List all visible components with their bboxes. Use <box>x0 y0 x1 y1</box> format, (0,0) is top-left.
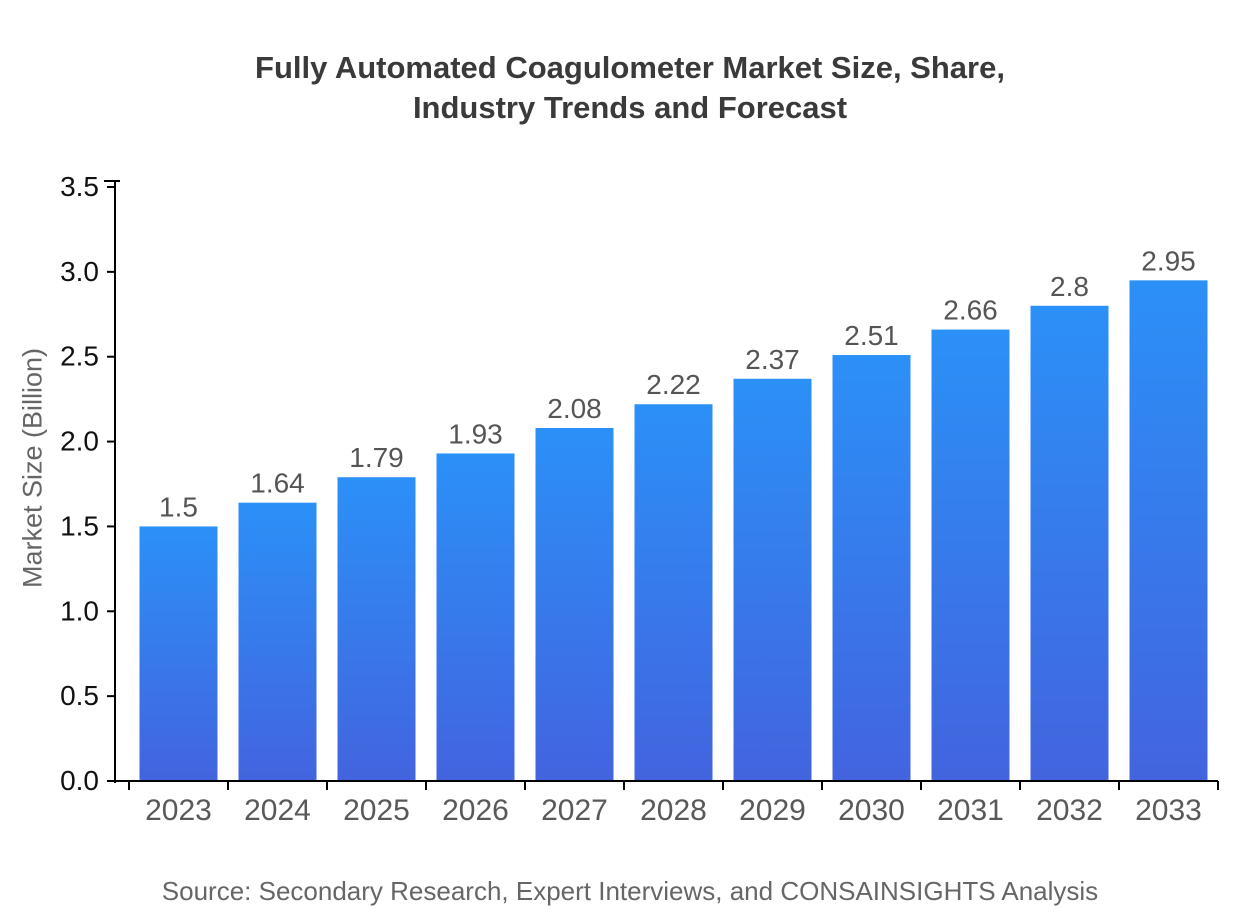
y-tick-label-3.5: 3.5 <box>60 171 99 202</box>
bar-2031 <box>931 329 1010 781</box>
source-note: Source: Secondary Research, Expert Inter… <box>161 876 1099 906</box>
x-tick-label-2029: 2029 <box>739 794 806 827</box>
bar-value-label-2025: 1.79 <box>349 442 404 473</box>
bar-value-label-2032: 2.8 <box>1050 271 1089 302</box>
bar-value-label-2027: 2.08 <box>547 393 602 424</box>
bar-2025 <box>337 477 416 781</box>
x-tick-label-2025: 2025 <box>343 794 410 827</box>
x-tick-label-2032: 2032 <box>1036 794 1103 827</box>
bar-2033 <box>1129 280 1208 781</box>
x-tick-label-2028: 2028 <box>640 794 707 827</box>
y-tick-label-2.0: 2.0 <box>60 426 99 457</box>
bar-value-label-2030: 2.51 <box>844 320 899 351</box>
bar-2026 <box>436 453 515 781</box>
bar-2032 <box>1030 305 1109 781</box>
bar-value-label-2031: 2.66 <box>943 295 998 326</box>
x-tick-label-2023: 2023 <box>145 794 212 827</box>
y-tick-label-1.5: 1.5 <box>60 510 99 541</box>
x-tick-label-2027: 2027 <box>541 794 608 827</box>
chart-title-line-2: Industry Trends and Forecast <box>412 90 848 125</box>
x-tick-label-2031: 2031 <box>937 794 1004 827</box>
y-tick-label-1.0: 1.0 <box>60 595 99 626</box>
y-tick-label-0.0: 0.0 <box>60 765 99 796</box>
bar-2023 <box>139 526 218 781</box>
bar-2027 <box>535 427 614 781</box>
bar-value-label-2028: 2.22 <box>646 369 701 400</box>
x-tick-label-2033: 2033 <box>1135 794 1202 827</box>
bar-value-label-2026: 1.93 <box>448 418 503 449</box>
bar-value-label-2023: 1.5 <box>159 491 198 522</box>
bar-2024 <box>238 502 317 781</box>
bar-2030 <box>832 355 911 781</box>
chart-title: Fully Automated Coagulometer Market Size… <box>0 48 1260 128</box>
x-tick-label-2024: 2024 <box>244 794 311 827</box>
x-tick-label-2026: 2026 <box>442 794 509 827</box>
y-tick-label-0.5: 0.5 <box>60 680 99 711</box>
y-tick-label-2.5: 2.5 <box>60 341 99 372</box>
bar-value-label-2024: 1.64 <box>250 468 305 499</box>
bar-2028 <box>634 404 713 781</box>
x-tick-label-2030: 2030 <box>838 794 905 827</box>
y-tick-label-3.0: 3.0 <box>60 256 99 287</box>
bar-value-label-2029: 2.37 <box>745 344 800 375</box>
chart-title-line-1: Fully Automated Coagulometer Market Size… <box>255 50 1005 85</box>
bar-2029 <box>733 378 812 781</box>
bar-value-label-2033: 2.95 <box>1141 245 1196 276</box>
